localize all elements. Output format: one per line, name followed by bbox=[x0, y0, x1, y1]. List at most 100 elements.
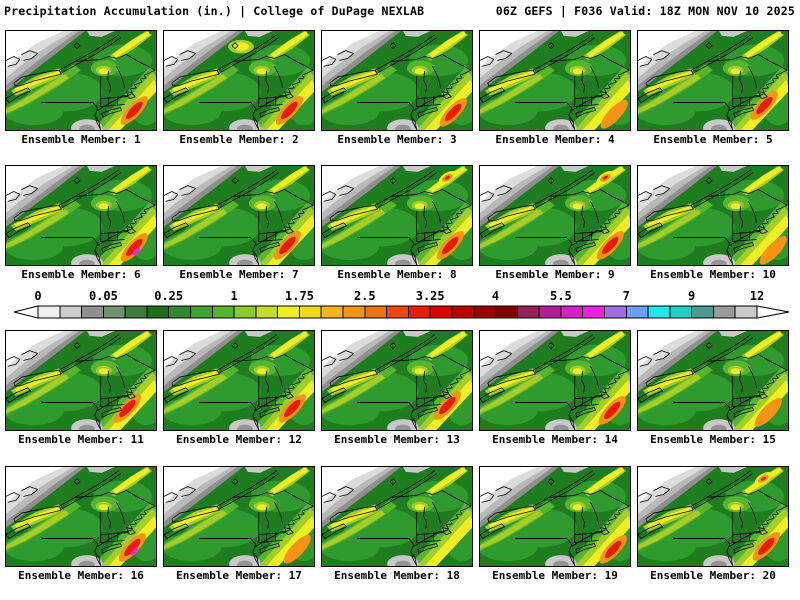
colorbar-segment bbox=[81, 305, 104, 319]
panel-caption: Ensemble Member: 18 bbox=[334, 569, 460, 582]
colorbar-segment bbox=[298, 305, 322, 319]
panel-member-17: Ensemble Member: 17 bbox=[163, 466, 315, 582]
colorbar-segment bbox=[102, 305, 126, 319]
panel-caption: Ensemble Member: 6 bbox=[21, 268, 141, 281]
precip-map bbox=[5, 466, 157, 567]
colorbar-tick-label: 1.75 bbox=[285, 289, 314, 303]
colorbar-segment bbox=[495, 305, 518, 319]
panel-member-10: Ensemble Member: 10 bbox=[637, 165, 789, 281]
colorbar-tick-label: 3.25 bbox=[416, 289, 445, 303]
panel-caption: Ensemble Member: 1 bbox=[21, 133, 141, 146]
colorbar-tick-label: 9 bbox=[688, 289, 695, 303]
precip-map bbox=[637, 30, 789, 131]
colorbar-segment bbox=[59, 305, 83, 319]
colorbar-tick-label: 12 bbox=[750, 289, 764, 303]
precip-map bbox=[479, 466, 631, 567]
panel-caption: Ensemble Member: 12 bbox=[176, 433, 302, 446]
orange-spot-topright bbox=[596, 171, 615, 185]
orange-spot-topright bbox=[754, 472, 773, 486]
colorbar-segment bbox=[386, 305, 409, 319]
colorbar-segment bbox=[190, 305, 213, 319]
panel-member-12: Ensemble Member: 12 bbox=[163, 330, 315, 446]
colorbar-segment bbox=[407, 305, 431, 319]
panel-member-7: Ensemble Member: 7 bbox=[163, 165, 315, 281]
colorbar-tick-label: 0.05 bbox=[89, 289, 118, 303]
colorbar-tick-label: 0.25 bbox=[154, 289, 183, 303]
panel-caption: Ensemble Member: 9 bbox=[495, 268, 615, 281]
precip-map bbox=[321, 466, 473, 567]
precip-map bbox=[637, 466, 789, 567]
panel-member-2: Ensemble Member: 2 bbox=[163, 30, 315, 146]
panel-member-15: Ensemble Member: 15 bbox=[637, 330, 789, 446]
colorbar-segment bbox=[277, 305, 300, 319]
panel-caption: Ensemble Member: 14 bbox=[492, 433, 618, 446]
panel-member-16: Ensemble Member: 16 bbox=[5, 466, 157, 582]
colorbar-segment bbox=[734, 305, 758, 319]
panel-member-8: Ensemble Member: 8 bbox=[321, 165, 473, 281]
colorbar-segment bbox=[582, 305, 605, 319]
colorbar-tick-label: 0 bbox=[34, 289, 41, 303]
precip-map bbox=[5, 30, 157, 131]
colorbar-segment bbox=[625, 305, 649, 319]
panel-member-3: Ensemble Member: 3 bbox=[321, 30, 473, 146]
panel-member-4: Ensemble Member: 4 bbox=[479, 30, 631, 146]
panel-caption: Ensemble Member: 19 bbox=[492, 569, 618, 582]
colorbar-segment bbox=[429, 305, 453, 319]
precip-map bbox=[479, 330, 631, 431]
precip-map bbox=[321, 30, 473, 131]
colorbar-segment bbox=[168, 305, 192, 319]
colorbar-left-arrow-icon bbox=[13, 305, 39, 319]
colorbar-tick-label: 1 bbox=[230, 289, 237, 303]
panel-caption: Ensemble Member: 11 bbox=[18, 433, 144, 446]
colorbar-segment bbox=[37, 305, 61, 319]
precip-map bbox=[5, 330, 157, 431]
colorbar-segment bbox=[255, 305, 279, 319]
panel-member-9: Ensemble Member: 9 bbox=[479, 165, 631, 281]
panel-caption: Ensemble Member: 13 bbox=[334, 433, 460, 446]
panel-caption: Ensemble Member: 8 bbox=[337, 268, 457, 281]
panel-caption: Ensemble Member: 10 bbox=[650, 268, 776, 281]
colorbar-tick-label: 7 bbox=[623, 289, 630, 303]
precip-map bbox=[321, 165, 473, 266]
colorbar-segment bbox=[669, 305, 693, 319]
colorbar-segment bbox=[451, 305, 475, 319]
colorbar-segment bbox=[603, 305, 627, 319]
panel-member-19: Ensemble Member: 19 bbox=[479, 466, 631, 582]
colorbar-segment bbox=[342, 305, 366, 319]
precip-map bbox=[637, 330, 789, 431]
precip-map bbox=[163, 30, 315, 131]
colorbar-segment bbox=[647, 305, 671, 319]
orange-spot-topright bbox=[438, 171, 457, 185]
precip-map bbox=[5, 165, 157, 266]
precip-map bbox=[479, 165, 631, 266]
colorbar-segment bbox=[320, 305, 344, 319]
colorbar-segment bbox=[538, 305, 562, 319]
colorbar-segment bbox=[712, 305, 736, 319]
panel-member-20: Ensemble Member: 20 bbox=[637, 466, 789, 582]
colorbar-segment bbox=[473, 305, 497, 319]
colorbar-right-arrow-icon bbox=[756, 305, 790, 319]
panel-caption: Ensemble Member: 5 bbox=[653, 133, 773, 146]
colorbar-segment bbox=[146, 305, 170, 319]
panel-caption: Ensemble Member: 4 bbox=[495, 133, 615, 146]
panel-member-1: Ensemble Member: 1 bbox=[5, 30, 157, 146]
colorbar-segment bbox=[124, 305, 148, 319]
colorbar-tick-label: 5.5 bbox=[550, 289, 572, 303]
colorbar-segment bbox=[233, 305, 257, 319]
precip-map bbox=[321, 330, 473, 431]
colorbar-segment bbox=[691, 305, 714, 319]
panel-member-14: Ensemble Member: 14 bbox=[479, 330, 631, 446]
precip-map bbox=[163, 466, 315, 567]
precip-map bbox=[163, 165, 315, 266]
precip-map bbox=[479, 30, 631, 131]
panel-caption: Ensemble Member: 2 bbox=[179, 133, 299, 146]
colorbar-segment bbox=[211, 305, 235, 319]
panel-caption: Ensemble Member: 17 bbox=[176, 569, 302, 582]
run-valid-time: 06Z GEFS | F036 Valid: 18Z MON NOV 10 20… bbox=[495, 4, 795, 18]
panel-caption: Ensemble Member: 16 bbox=[18, 569, 144, 582]
colorbar-segment bbox=[516, 305, 540, 319]
precip-map bbox=[163, 330, 315, 431]
precip-map bbox=[637, 165, 789, 266]
panel-member-18: Ensemble Member: 18 bbox=[321, 466, 473, 582]
panel-caption: Ensemble Member: 7 bbox=[179, 268, 299, 281]
